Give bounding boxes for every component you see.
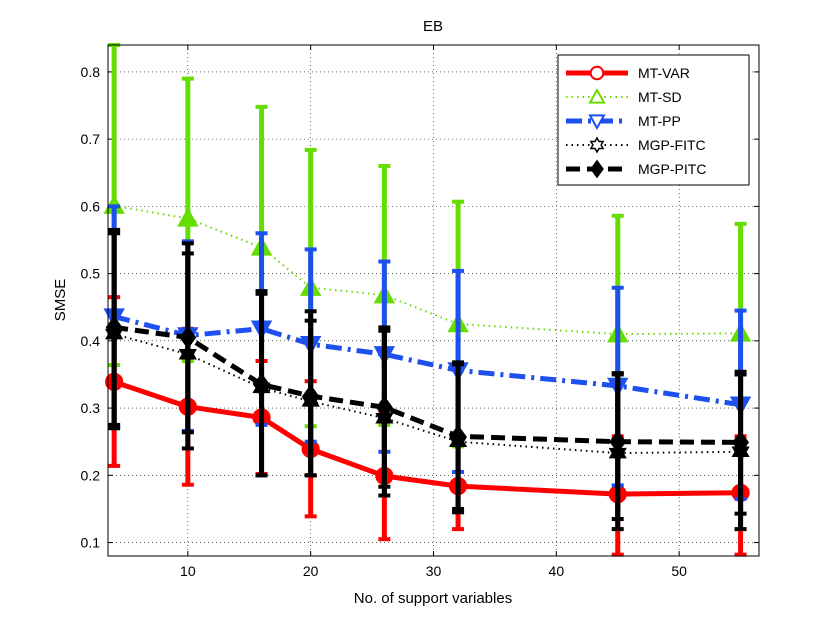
x-axis-label: No. of support variables [354, 590, 512, 607]
x-tick-label: 50 [671, 563, 687, 579]
x-tick-label: 10 [180, 563, 196, 579]
y-tick-label: 0.5 [81, 266, 101, 282]
data-point [732, 430, 750, 454]
legend-entry: MGP-FITC [566, 136, 706, 154]
y-tick-label: 0.6 [81, 198, 101, 214]
legend-entry: MT-SD [566, 87, 682, 105]
legend-label: MT-PP [638, 113, 681, 129]
legend-marker [589, 136, 605, 154]
data-point [449, 424, 467, 448]
y-axis-label: SMSE [52, 279, 69, 322]
legend-label: MT-SD [638, 89, 682, 105]
data-point [105, 315, 123, 339]
grid [108, 45, 759, 556]
y-tick-label: 0.3 [81, 400, 101, 416]
axis-ticks: 10 20 30 40 50 0.1 0.2 0.3 0.4 0.5 0.6 0.7 0.8 [81, 45, 759, 579]
legend-marker [590, 159, 604, 179]
legend-label: MT-VAR [638, 65, 690, 81]
x-tick-label: 20 [303, 563, 319, 579]
series-line [113, 324, 741, 445]
data-point [375, 395, 393, 420]
legend-entry: MT-PP [566, 113, 681, 131]
legend-label: MGP-PITC [638, 161, 706, 177]
y-tick-label: 0.1 [81, 535, 101, 551]
series-layer [103, 43, 752, 557]
x-tick-label: 30 [426, 563, 442, 579]
data-point [609, 430, 627, 454]
series-mgp-pitc [105, 227, 750, 522]
y-tick-label: 0.4 [81, 333, 101, 349]
data-point [302, 384, 320, 408]
data-point [253, 372, 270, 397]
chart-title: EB [423, 18, 443, 35]
legend-label: MGP-FITC [638, 137, 706, 153]
y-tick-label: 0.2 [81, 467, 101, 483]
data-point [177, 207, 199, 227]
series-line [113, 379, 741, 497]
data-point [179, 325, 197, 350]
legend-entry: MGP-PITC [566, 159, 706, 179]
legend-marker [589, 65, 605, 81]
legend-marker [588, 87, 606, 104]
legend-entry: MT-VAR [566, 65, 690, 81]
y-tick-label: 0.8 [81, 64, 101, 80]
plot-frame [107, 44, 760, 557]
x-tick-label: 40 [549, 563, 565, 579]
y-tick-label: 0.7 [81, 131, 101, 147]
legend: MT-VAR MT-SD MT-PP MGP-FITC MGP-PITC [557, 54, 750, 186]
legend-marker [588, 114, 606, 131]
